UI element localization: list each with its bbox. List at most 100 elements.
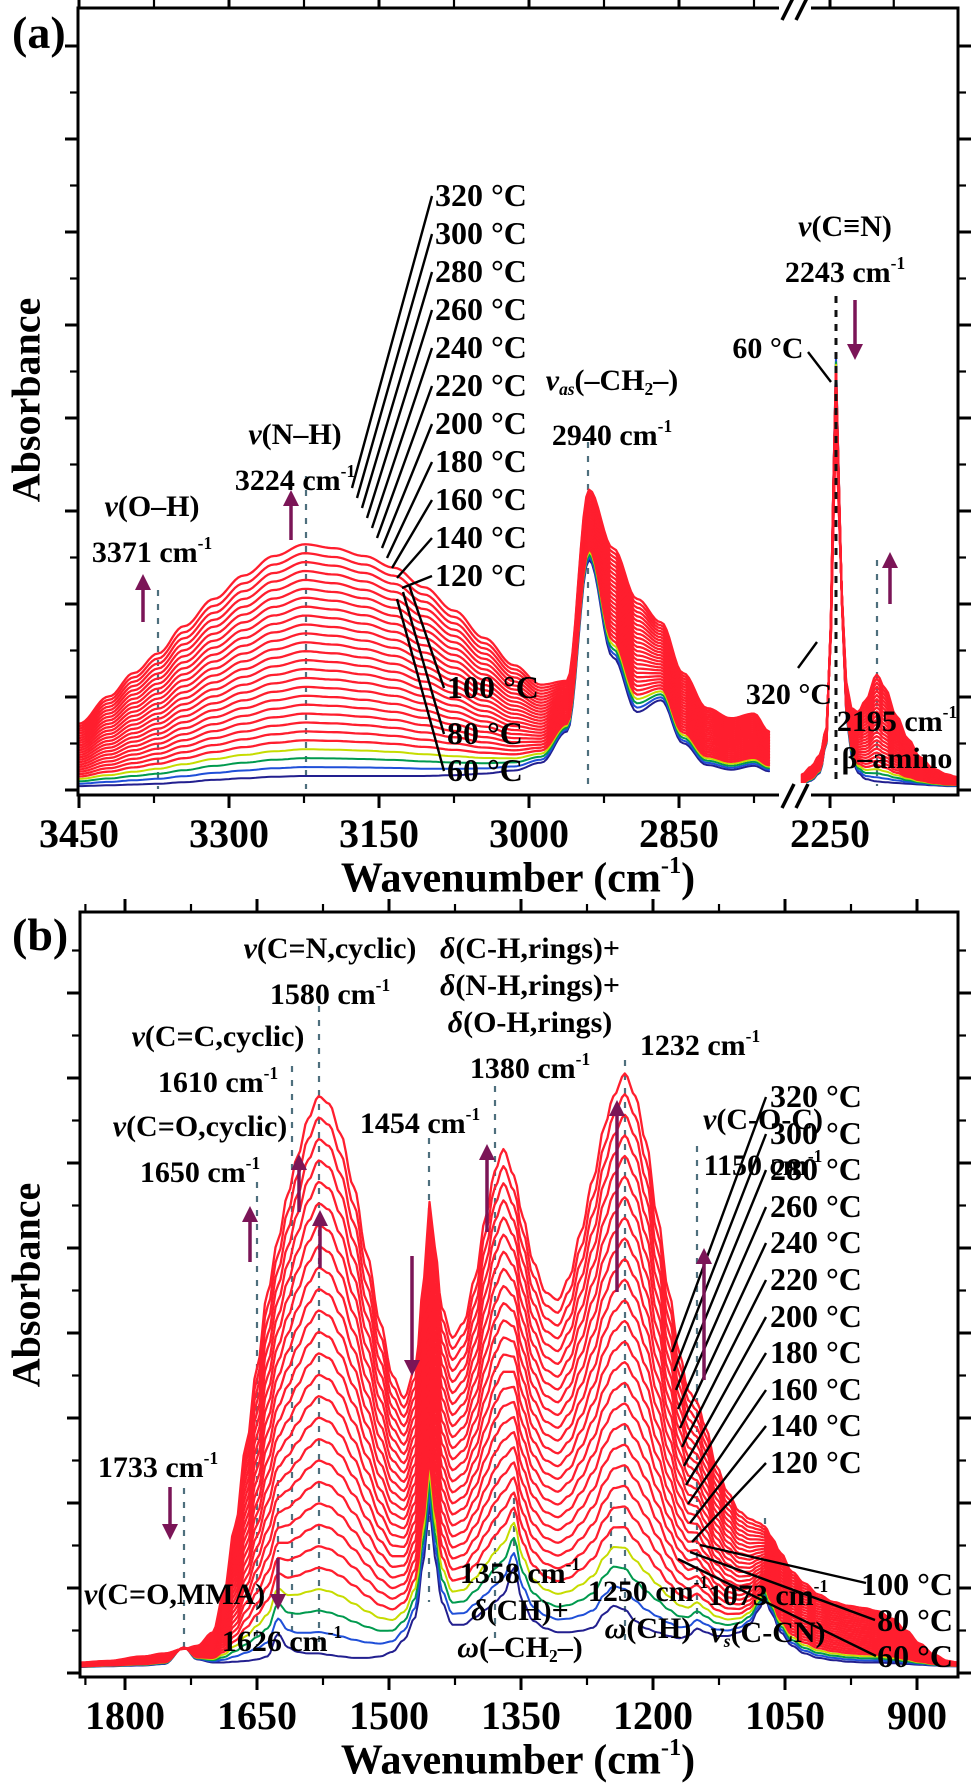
temperature-label-a-280°C: 280 °C — [435, 253, 527, 289]
temperature-leader-line — [689, 1550, 876, 1622]
x-tick-label-b-1800: 1800 — [85, 1693, 165, 1738]
text-token: 1610 cm — [157, 1066, 264, 1100]
temperature-label-a-120°C: 120 °C — [435, 557, 527, 593]
trend-arrow-up-icon — [696, 1248, 712, 1264]
text-token: -1 — [465, 1104, 481, 1124]
text-token: -1 — [203, 1448, 219, 1468]
annotation-line: ν(C-O-C) — [703, 1101, 823, 1138]
spectrum-curve-b-90c — [79, 1468, 959, 1668]
annotation-leader-line — [807, 351, 832, 383]
label-nu-cc-cyclic: ν(C=C,cyclic) 1610 cm-1 — [132, 1018, 305, 1101]
temperature-leader-line — [672, 1133, 768, 1372]
text-token: -1 — [942, 702, 958, 722]
spectrum-curve-a-60c — [78, 558, 770, 788]
text-token: 3371 cm — [91, 536, 198, 570]
text-token: δ — [440, 969, 456, 1002]
annotation-line: δ(O-H,rings) — [440, 1004, 620, 1041]
text-token: ) — [681, 1737, 696, 1784]
text-token: 2195 cm — [836, 705, 943, 739]
temperature-label-b-300°C: 300 °C — [770, 1115, 862, 1151]
temperature-leader-line — [407, 584, 446, 689]
text-token: -1 — [890, 253, 906, 273]
annotation-line: ν(C=N,cyclic) — [244, 930, 417, 967]
spectrum-curve-b-100c — [78, 1456, 959, 1668]
temperature-label-b-320°C: 320 °C — [770, 1078, 862, 1114]
temperature-label-a-80°C: 80 °C — [447, 715, 523, 751]
text-token: ν — [243, 932, 257, 965]
temperature-label-a-320°C: 320 °C — [435, 177, 527, 213]
temperature-leader-line — [355, 233, 434, 499]
temperature-label-b-120°C: 120 °C — [770, 1444, 862, 1480]
text-token: -1 — [245, 1153, 261, 1173]
text-token: -1 — [657, 416, 673, 437]
text-token: -1 — [340, 461, 356, 481]
label-nu-n-h: ν(N–H) 3224 cm-1 — [235, 416, 355, 499]
trend-arrow-down-icon — [162, 1524, 178, 1540]
spectrum-curve-a-130c — [77, 539, 771, 771]
text-token: β–amino — [841, 742, 953, 776]
temperature-leader-line — [699, 1543, 867, 1585]
text-token: 1580 cm — [269, 978, 376, 1012]
annotation-line: ν(C=C,cyclic) — [132, 1018, 305, 1055]
text-token: ν — [710, 1616, 724, 1650]
trend-arrow-down-icon — [847, 344, 863, 360]
text-token: 2243 cm — [784, 256, 891, 290]
trend-arrow-up-icon — [479, 1144, 495, 1160]
text-token: ν — [798, 210, 812, 243]
temperature-leader-line — [680, 1279, 768, 1448]
text-token: ) — [681, 855, 696, 902]
spectrum-curve-a-290c — [77, 496, 771, 738]
temperature-label-b-100°C: 100 °C — [861, 1566, 953, 1602]
annotation-line: 3371 cm-1 — [92, 525, 212, 571]
x-tick-label-a-2850: 2850 — [639, 811, 719, 856]
annotation-line: 1650 cm-1 — [113, 1145, 288, 1191]
temperature-label-a-140°C: 140 °C — [435, 519, 527, 555]
annotation-leader-line — [797, 641, 818, 669]
temperature-label-a-200°C: 200 °C — [435, 405, 527, 441]
text-token: (C-CN) — [730, 1616, 826, 1650]
spectrum-curve-a-150c — [77, 534, 771, 766]
panel-a-label: (a) — [12, 7, 66, 58]
text-token: ν — [131, 1020, 145, 1053]
x-tick-label-a-3150: 3150 — [339, 811, 419, 856]
temperature-label-b-140°C: 140 °C — [770, 1407, 862, 1443]
text-token: -1 — [327, 1622, 343, 1642]
spectrum-curve-a-320c — [77, 488, 771, 733]
annotation-line: 320 °C — [746, 676, 832, 713]
temperature-leader-line — [684, 1352, 768, 1486]
text-token: 1380 cm — [469, 1052, 576, 1086]
x-axis-title-b: Wavenumber (cm-1) — [341, 1734, 695, 1784]
annotation-line: δ(N-H,rings)+ — [440, 967, 620, 1004]
text-token: -1 — [745, 1026, 761, 1046]
trend-arrow-up-icon — [242, 1206, 258, 1222]
label-1733: 1733 cm-1 — [98, 1440, 218, 1486]
text-token: (–CH — [479, 1631, 549, 1665]
trend-arrow-up-icon — [283, 490, 299, 506]
annotation-line: 1454 cm-1 — [360, 1096, 480, 1142]
annotation-line: 1610 cm-1 — [132, 1055, 305, 1101]
temperature-label-a-100°C: 100 °C — [447, 669, 539, 705]
text-token: ν — [112, 1110, 127, 1143]
x-tick-label-b-900: 900 — [887, 1693, 947, 1738]
text-token: ω — [457, 1631, 479, 1665]
spectrum-curve-b-60c — [79, 1502, 959, 1668]
axis-break-slash — [794, 0, 808, 21]
temperature-label-b-240°C: 240 °C — [770, 1224, 862, 1260]
temperature-leader-line — [682, 1316, 768, 1467]
temperature-leader-line — [676, 1206, 768, 1410]
annotation-line: ν(C=O,cyclic) — [113, 1108, 288, 1145]
x-tick-label-b-1350: 1350 — [481, 1693, 561, 1738]
temperature-label-b-280°C: 280 °C — [770, 1151, 862, 1187]
text-token: ν — [84, 1578, 98, 1611]
label-nu-co-mma: ν(C=O,MMA) — [84, 1576, 265, 1613]
x-tick-label-a-3000: 3000 — [489, 811, 569, 856]
spectrum-curve-a-140c — [77, 537, 771, 769]
text-token: (C=N,cyclic) — [256, 932, 417, 965]
text-token: –) — [653, 364, 679, 397]
panel-b-y-axis-title: Absorbance — [3, 1182, 49, 1388]
annotation-line: 2195 cm-1 — [837, 694, 957, 740]
text-token: 1250 cm — [587, 1575, 694, 1609]
text-token: Wavenumber (cm — [340, 855, 661, 902]
text-token: ν — [703, 1103, 717, 1136]
